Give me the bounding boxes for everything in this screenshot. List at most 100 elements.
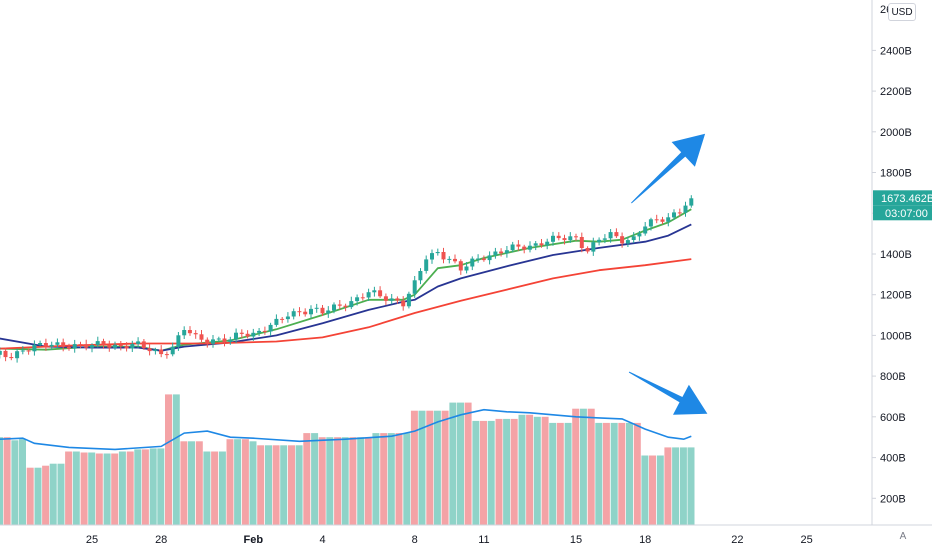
volume-bar <box>318 437 326 525</box>
volume-bar <box>234 439 242 525</box>
volume-bar <box>656 455 664 525</box>
candle-body <box>38 343 43 345</box>
candle-body <box>349 301 354 308</box>
candle-body <box>539 243 544 246</box>
candle-body <box>0 350 2 355</box>
volume-bar <box>649 455 656 525</box>
volume-bar <box>633 422 641 525</box>
candle-body <box>510 244 515 251</box>
candle-body <box>372 290 377 293</box>
candles <box>0 195 694 363</box>
volume-bar <box>549 422 557 525</box>
volume-bar <box>157 448 165 525</box>
time-tick-label: Feb <box>244 534 264 546</box>
volume-bar <box>141 449 149 525</box>
volume-bar <box>357 437 365 525</box>
candle-body <box>366 292 371 298</box>
annotation-arrows[interactable] <box>628 133 708 415</box>
volume-bar <box>687 447 695 525</box>
last-price-value: 1673.462B <box>881 193 932 205</box>
volume-bar <box>503 418 511 525</box>
candle-body <box>205 339 210 344</box>
volume-bar <box>288 445 295 525</box>
candle-body <box>620 236 625 244</box>
candle-body <box>395 298 400 301</box>
volume-bar <box>326 437 334 525</box>
volume-bar <box>541 416 549 525</box>
volume-bar <box>387 433 395 525</box>
trend-arrow-up[interactable] <box>631 133 706 204</box>
volume-bar <box>626 422 633 525</box>
candle-body <box>666 217 671 222</box>
candle-body <box>677 212 682 214</box>
volume-bar <box>272 445 280 525</box>
time-tick-label: 18 <box>639 534 651 546</box>
candle-body <box>303 311 308 315</box>
candle-body <box>285 316 290 320</box>
candle-body <box>268 324 273 332</box>
candle-body <box>660 219 665 222</box>
candle-body <box>499 251 504 254</box>
candle-body <box>147 348 152 352</box>
volume-bar <box>433 410 441 525</box>
candle-body <box>222 338 227 342</box>
time-tick-label: 28 <box>155 534 167 546</box>
volume-bar <box>449 402 457 525</box>
candle-body <box>625 240 630 244</box>
candle-body <box>124 345 129 349</box>
volume-bar <box>426 410 434 525</box>
candle-body <box>545 241 550 246</box>
volume-bar <box>464 402 472 525</box>
volume-bar <box>26 467 34 525</box>
volume-bar <box>295 445 303 525</box>
candle-body <box>257 330 262 333</box>
candle-body <box>141 341 146 349</box>
candle-body <box>159 349 164 355</box>
candle-body <box>637 233 642 237</box>
volume-bar <box>311 433 319 525</box>
price-tick-label: 1000B <box>880 330 912 342</box>
candle-body <box>239 332 244 334</box>
candle-body <box>274 318 279 325</box>
candle-body <box>291 311 296 317</box>
time-tick-label: 15 <box>570 534 582 546</box>
volume-bar <box>249 441 257 525</box>
volume-bar <box>533 416 541 525</box>
trend-arrow-down[interactable] <box>628 371 708 415</box>
candle-body <box>631 236 636 240</box>
auto-scale-button[interactable]: A <box>899 531 907 542</box>
volume-bar <box>203 451 211 525</box>
candle-body <box>245 333 250 337</box>
price-tick-label: 200B <box>880 493 906 505</box>
volume-bar <box>457 402 464 525</box>
candle-body <box>493 251 498 256</box>
candle-body <box>118 344 123 346</box>
volume-bar <box>341 437 349 525</box>
time-axis[interactable]: 25 28 Feb 4 8 11 15 18 22 25 <box>86 534 813 546</box>
price-tick-label: 1400B <box>880 249 912 261</box>
volume-bar <box>526 414 534 525</box>
candle-body <box>32 344 37 352</box>
volume-bar <box>211 451 219 525</box>
candle-body <box>551 235 555 242</box>
candle-body <box>251 332 256 337</box>
price-tick-label: 600B <box>880 412 906 424</box>
currency-button[interactable]: USD <box>888 3 916 21</box>
volume-bar <box>180 441 188 525</box>
volume-ma-layer <box>0 408 692 451</box>
candle-body <box>95 341 100 345</box>
price-tick-label: 2400B <box>880 45 912 57</box>
volume-bar <box>664 447 672 525</box>
volume-ma-line <box>0 408 692 451</box>
candle-body <box>66 346 71 349</box>
price-tick-label: 2200B <box>880 86 912 98</box>
candle-body <box>90 345 94 348</box>
candle-body <box>672 212 676 218</box>
candle-body <box>476 258 481 260</box>
candle-body <box>522 246 527 250</box>
volume-bar <box>672 447 680 525</box>
countdown-tag <box>873 205 932 221</box>
volume-bar <box>257 445 265 525</box>
volume-bar <box>188 441 195 525</box>
